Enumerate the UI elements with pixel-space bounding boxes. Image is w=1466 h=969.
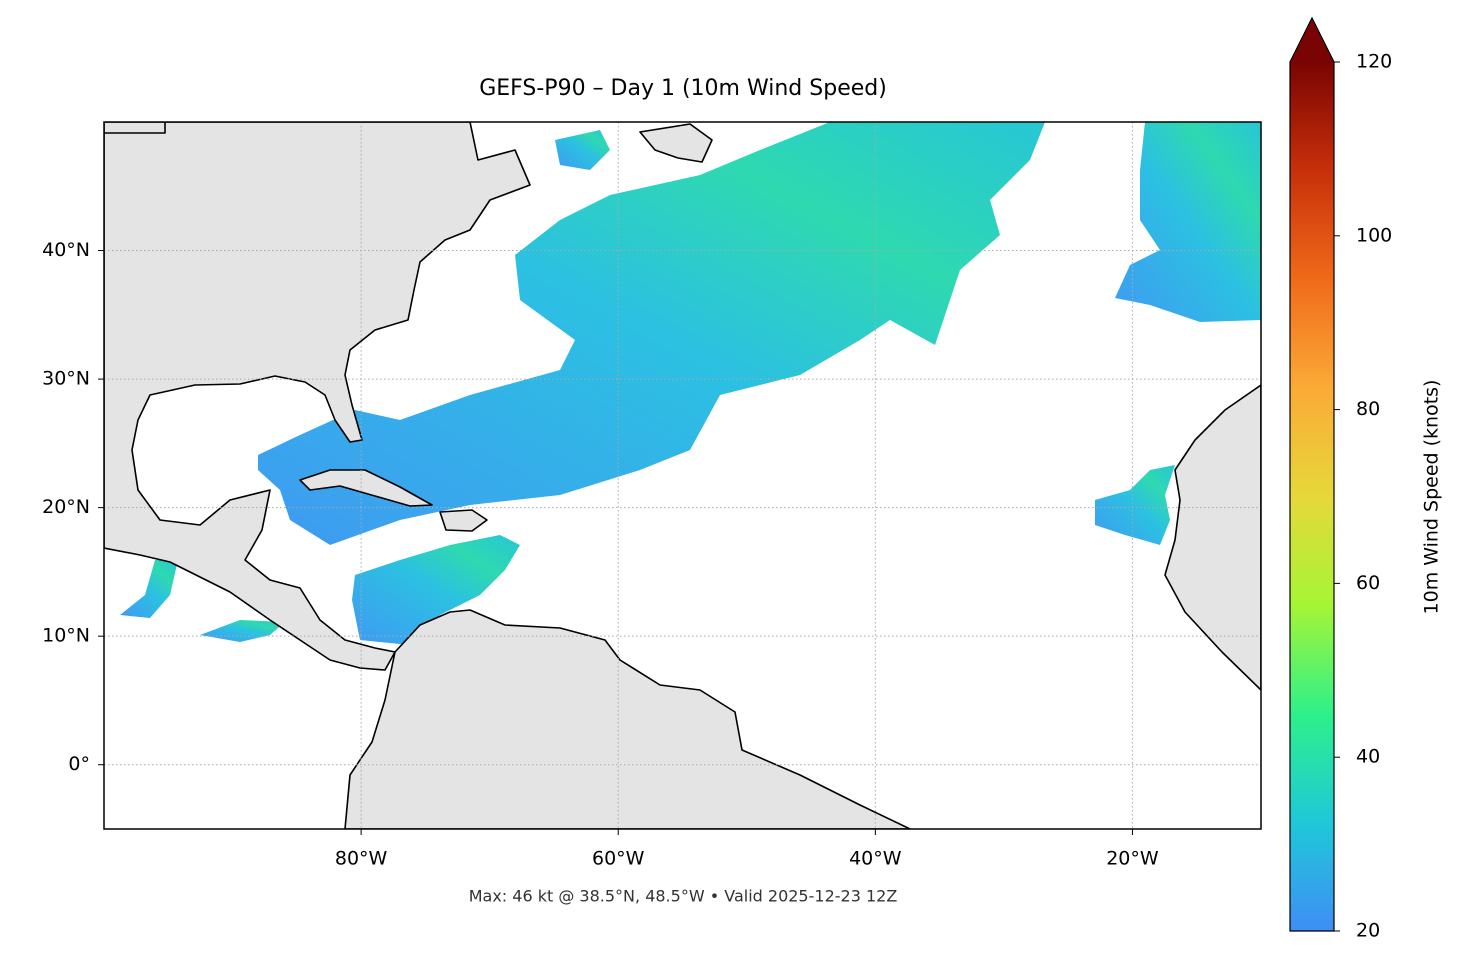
tick-layer: 80°W 60°W 40°W 20°W 0° 10°N 20°N 30°N 40°N bbox=[42, 239, 1159, 869]
footer-note: Max: 46 kt @ 38.5°N, 48.5°W • Valid 2025… bbox=[469, 887, 898, 906]
x-tick-label: 20°W bbox=[1106, 848, 1159, 870]
wind-field bbox=[1115, 122, 1261, 322]
colorbar-tick-label: 120 bbox=[1356, 51, 1392, 73]
wind-field bbox=[258, 122, 1045, 545]
y-tick-label: 40°N bbox=[42, 239, 90, 261]
y-tick-label: 10°N bbox=[42, 625, 90, 647]
grid-layer bbox=[104, 122, 1261, 829]
land-hispaniola bbox=[439, 509, 488, 532]
y-tick-label: 20°N bbox=[42, 496, 90, 518]
colorbar-tick-label: 60 bbox=[1356, 572, 1380, 594]
land-newfoundland bbox=[639, 123, 713, 163]
colorbar-gradient bbox=[1290, 62, 1334, 931]
wind-field bbox=[352, 535, 520, 645]
wind-field bbox=[555, 130, 610, 170]
y-tick-label: 30°N bbox=[42, 368, 90, 390]
land-greenland-edge bbox=[104, 122, 166, 134]
colorbar-label: 10m Wind Speed (knots) bbox=[1421, 380, 1443, 615]
wind-field bbox=[1095, 465, 1175, 545]
colorbar-extend bbox=[1290, 18, 1334, 62]
x-tick-label: 80°W bbox=[335, 848, 388, 870]
land-south-america bbox=[344, 609, 911, 829]
colorbar-tick-label: 80 bbox=[1356, 398, 1380, 420]
land-cuba bbox=[299, 469, 433, 507]
wind-field bbox=[120, 560, 178, 618]
colorbar-outline bbox=[1289, 16, 1335, 932]
map-frame bbox=[103, 121, 1262, 830]
colorbar-tick-label: 20 bbox=[1356, 920, 1380, 942]
map-title: GEFS-P90 – Day 1 (10m Wind Speed) bbox=[479, 76, 887, 101]
colorbar-tick-label: 100 bbox=[1356, 224, 1392, 246]
colorbar-tick-label: 40 bbox=[1356, 746, 1380, 768]
x-tick-label: 60°W bbox=[592, 848, 645, 870]
map-area bbox=[104, 122, 1261, 829]
land-africa bbox=[1164, 384, 1261, 691]
y-tick-label: 0° bbox=[68, 753, 90, 775]
colorbar: 20 40 60 80 100 120 bbox=[1289, 16, 1392, 942]
x-tick-label: 40°W bbox=[849, 848, 902, 870]
land-north-america bbox=[104, 122, 531, 671]
